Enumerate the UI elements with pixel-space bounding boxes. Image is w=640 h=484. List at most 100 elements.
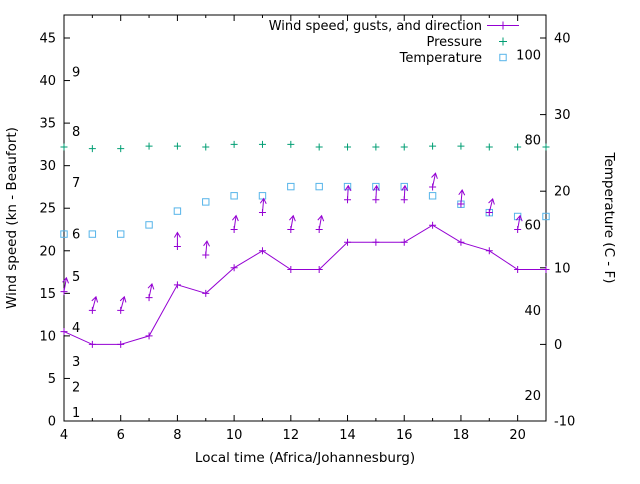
legend-label-temperature: Temperature — [399, 51, 482, 66]
y-left-tick-label: 35 — [39, 117, 56, 132]
y-left-tick-label: 30 — [39, 159, 56, 174]
wind-direction-arrow-icon — [119, 295, 127, 310]
fahrenheit-label: 60 — [524, 219, 541, 234]
beaufort-label: 3 — [72, 355, 80, 370]
pressure-point — [485, 143, 493, 151]
wind-speed-point — [230, 264, 238, 272]
wind-speed-point — [542, 266, 550, 274]
wind-speed-point — [173, 281, 181, 289]
x-tick-label: 8 — [173, 428, 181, 443]
pressure-point — [287, 140, 295, 148]
series-gusts — [60, 172, 523, 314]
temperature-point — [60, 230, 68, 238]
pressure-point — [429, 142, 437, 150]
gust-point — [145, 294, 153, 302]
temperature-point — [88, 230, 97, 238]
gust-point — [429, 183, 437, 191]
legend-label-pressure: Pressure — [426, 35, 482, 50]
temperature-point — [258, 192, 267, 200]
y-left-axis-title: Wind speed (kn - Beaufort) — [4, 127, 20, 309]
x-tick-label: 14 — [339, 428, 356, 443]
y-left-tick-label: 10 — [39, 329, 56, 344]
fahrenheit-label: 80 — [524, 134, 541, 149]
y-right-axis-title: Temperature (C - F) — [601, 152, 617, 284]
x-tick-label: 20 — [509, 428, 526, 443]
y-left-tick-label: 40 — [39, 74, 56, 89]
temperature-point — [400, 182, 408, 191]
x-tick-label: 16 — [396, 428, 413, 443]
y-left-tick-label: 0 — [48, 415, 56, 430]
wind-direction-arrow-icon — [203, 240, 210, 255]
y-left-tick-label: 20 — [39, 244, 56, 259]
temperature-point — [372, 182, 380, 191]
legend-sample-plus-icon — [499, 21, 507, 30]
fahrenheit-scale-labels: 20 40 60 80 100 — [516, 49, 541, 404]
beaufort-label: 7 — [72, 176, 80, 191]
wind-direction-arrow-icon — [488, 197, 495, 212]
wind-speed-point — [315, 266, 323, 274]
pressure-point — [173, 142, 181, 150]
temperature-point — [343, 182, 352, 191]
x-axis: 4 6 8 10 12 14 16 18 20 — [60, 15, 547, 443]
x-tick-label: 18 — [453, 428, 470, 443]
series-pressure — [60, 140, 550, 153]
beaufort-label: 9 — [72, 66, 80, 81]
y-right-tick-label: -10 — [554, 415, 575, 430]
wind-speed-point — [117, 340, 125, 348]
fahrenheit-label: 20 — [524, 389, 541, 404]
y-axis-left: 0 5 10 15 20 25 30 35 40 45 — [39, 32, 70, 430]
temperature-point — [117, 230, 125, 238]
wind-speed-point — [457, 238, 465, 246]
beaufort-scale-labels: 1 2 3 4 5 6 7 8 9 — [72, 66, 80, 421]
wind-speed-line — [63, 224, 546, 345]
fahrenheit-label: 100 — [516, 49, 541, 64]
pressure-point — [400, 143, 408, 151]
y-axis-right: -10 0 10 20 30 40 — [540, 32, 575, 430]
pressure-point — [344, 143, 352, 151]
plot-border — [63, 14, 547, 422]
y-left-tick-label: 25 — [39, 202, 56, 217]
wind-speed-point — [514, 266, 522, 274]
pressure-point — [230, 140, 238, 148]
wind-direction-arrow-icon — [372, 184, 380, 199]
wind-direction-arrow-icon — [317, 214, 325, 229]
series-wind-speed — [60, 221, 550, 348]
y-left-tick-label: 5 — [48, 372, 56, 387]
wind-direction-arrow-icon — [344, 184, 352, 199]
wind-direction-arrow-icon — [147, 282, 155, 297]
series-temperature — [60, 182, 550, 238]
gust-point — [88, 306, 96, 314]
y-right-tick-label: 30 — [554, 108, 571, 123]
gust-point — [117, 306, 125, 314]
gust-point — [485, 208, 493, 216]
legend-sample-square-icon — [499, 53, 507, 62]
pressure-point — [315, 143, 323, 151]
fahrenheit-label: 40 — [524, 304, 541, 319]
pressure-point — [258, 140, 266, 148]
pressure-point — [60, 143, 68, 151]
temperature-point — [315, 182, 323, 191]
y-left-tick-label: 45 — [39, 32, 56, 47]
wind-direction-arrow-icon — [173, 231, 181, 246]
pressure-point — [117, 145, 125, 153]
wind-speed-point — [485, 247, 493, 255]
pressure-point — [372, 143, 380, 151]
beaufort-label: 4 — [72, 321, 80, 336]
y-right-tick-label: 20 — [554, 185, 571, 200]
pressure-point — [514, 143, 522, 151]
beaufort-label: 6 — [72, 227, 80, 242]
wind-speed-point — [372, 238, 380, 246]
wind-speed-point — [429, 221, 437, 229]
temperature-point — [542, 212, 550, 221]
temperature-point — [230, 192, 238, 200]
pressure-point — [88, 145, 96, 153]
temperature-point — [145, 221, 153, 229]
wind-direction-arrow-icon — [62, 276, 69, 291]
temperature-point — [173, 207, 182, 215]
wind-direction-arrow-icon — [259, 197, 267, 212]
wind-speed-point — [258, 247, 266, 255]
wind-direction-arrow-icon — [515, 214, 523, 229]
y-right-tick-label: 0 — [554, 338, 562, 353]
